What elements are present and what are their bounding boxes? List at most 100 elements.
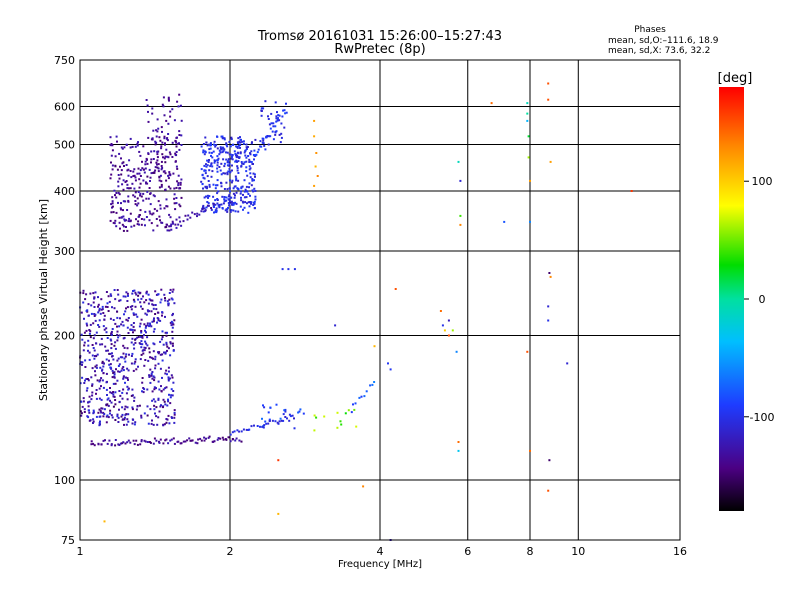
data-point bbox=[171, 337, 174, 340]
data-point bbox=[213, 159, 216, 162]
data-point bbox=[266, 135, 269, 137]
data-point bbox=[133, 443, 136, 446]
data-point bbox=[160, 180, 163, 183]
data-point bbox=[99, 420, 101, 423]
data-point bbox=[250, 150, 253, 153]
data-point bbox=[90, 440, 93, 443]
data-point bbox=[156, 150, 159, 153]
data-point bbox=[118, 370, 121, 373]
data-point bbox=[160, 390, 163, 393]
data-point bbox=[81, 363, 83, 366]
data-point bbox=[213, 143, 215, 146]
data-point bbox=[233, 196, 236, 199]
data-point bbox=[153, 317, 155, 320]
chart-title: Tromsø 20161031 15:26:00–15:27:43 bbox=[257, 29, 502, 44]
data-point bbox=[250, 425, 253, 428]
data-point bbox=[169, 342, 172, 345]
data-point bbox=[235, 177, 238, 180]
data-point bbox=[457, 160, 460, 163]
data-point bbox=[160, 183, 163, 186]
data-point bbox=[137, 291, 140, 294]
data-point bbox=[217, 157, 220, 160]
data-point bbox=[122, 188, 125, 191]
data-point bbox=[116, 310, 119, 313]
data-point bbox=[163, 135, 166, 138]
data-point bbox=[239, 205, 242, 208]
data-point bbox=[223, 196, 226, 198]
data-point bbox=[212, 150, 215, 153]
data-point bbox=[156, 166, 159, 169]
data-point bbox=[112, 393, 115, 396]
data-point bbox=[254, 190, 257, 192]
data-point bbox=[91, 354, 94, 357]
data-point bbox=[179, 183, 182, 186]
data-point bbox=[88, 419, 91, 422]
data-point bbox=[159, 319, 162, 322]
data-point bbox=[215, 209, 218, 212]
data-point bbox=[178, 142, 180, 145]
data-point bbox=[196, 442, 199, 445]
data-point bbox=[131, 182, 134, 185]
data-point bbox=[131, 418, 134, 421]
data-point bbox=[126, 418, 129, 421]
data-point bbox=[168, 151, 171, 154]
data-point bbox=[222, 172, 225, 175]
data-point bbox=[272, 125, 275, 128]
data-point bbox=[236, 160, 238, 163]
data-point bbox=[169, 174, 172, 177]
data-point bbox=[145, 325, 148, 327]
data-point bbox=[168, 292, 171, 294]
data-point bbox=[210, 154, 212, 157]
data-point bbox=[168, 225, 171, 228]
data-point bbox=[118, 299, 121, 302]
data-point bbox=[121, 442, 124, 445]
data-point bbox=[281, 268, 284, 271]
data-point bbox=[166, 331, 168, 334]
data-point bbox=[133, 174, 136, 177]
data-point bbox=[146, 162, 149, 165]
data-point bbox=[102, 312, 105, 314]
data-point bbox=[124, 360, 127, 363]
data-point bbox=[161, 314, 163, 317]
data-point bbox=[276, 421, 279, 424]
data-point bbox=[90, 443, 93, 446]
data-point bbox=[113, 371, 116, 374]
data-point bbox=[197, 438, 200, 441]
data-point bbox=[177, 223, 180, 226]
data-point bbox=[200, 180, 203, 183]
data-point bbox=[110, 143, 113, 145]
data-point bbox=[248, 165, 251, 168]
data-point bbox=[133, 168, 136, 171]
data-point bbox=[194, 441, 197, 444]
data-point bbox=[162, 398, 165, 401]
data-point bbox=[94, 355, 96, 357]
data-point bbox=[144, 163, 147, 166]
data-point bbox=[389, 368, 392, 371]
data-point bbox=[152, 307, 155, 310]
data-point bbox=[92, 442, 95, 445]
data-point bbox=[143, 349, 146, 352]
data-point bbox=[111, 369, 114, 372]
data-point bbox=[240, 440, 243, 443]
data-point bbox=[134, 341, 137, 344]
data-point bbox=[110, 392, 113, 395]
data-point bbox=[150, 138, 153, 141]
data-point bbox=[156, 130, 159, 133]
data-point bbox=[245, 196, 248, 199]
data-point bbox=[146, 309, 149, 312]
data-point bbox=[112, 319, 115, 321]
data-point bbox=[133, 289, 136, 292]
data-point bbox=[156, 159, 159, 162]
data-point bbox=[186, 218, 189, 221]
data-point bbox=[339, 420, 342, 423]
data-point bbox=[152, 357, 154, 360]
data-point bbox=[153, 171, 156, 174]
data-point bbox=[129, 170, 132, 172]
data-point bbox=[171, 394, 174, 397]
data-point bbox=[122, 366, 125, 368]
data-point bbox=[131, 305, 134, 308]
data-point bbox=[127, 420, 130, 423]
data-point bbox=[150, 150, 153, 153]
data-point bbox=[138, 325, 141, 328]
